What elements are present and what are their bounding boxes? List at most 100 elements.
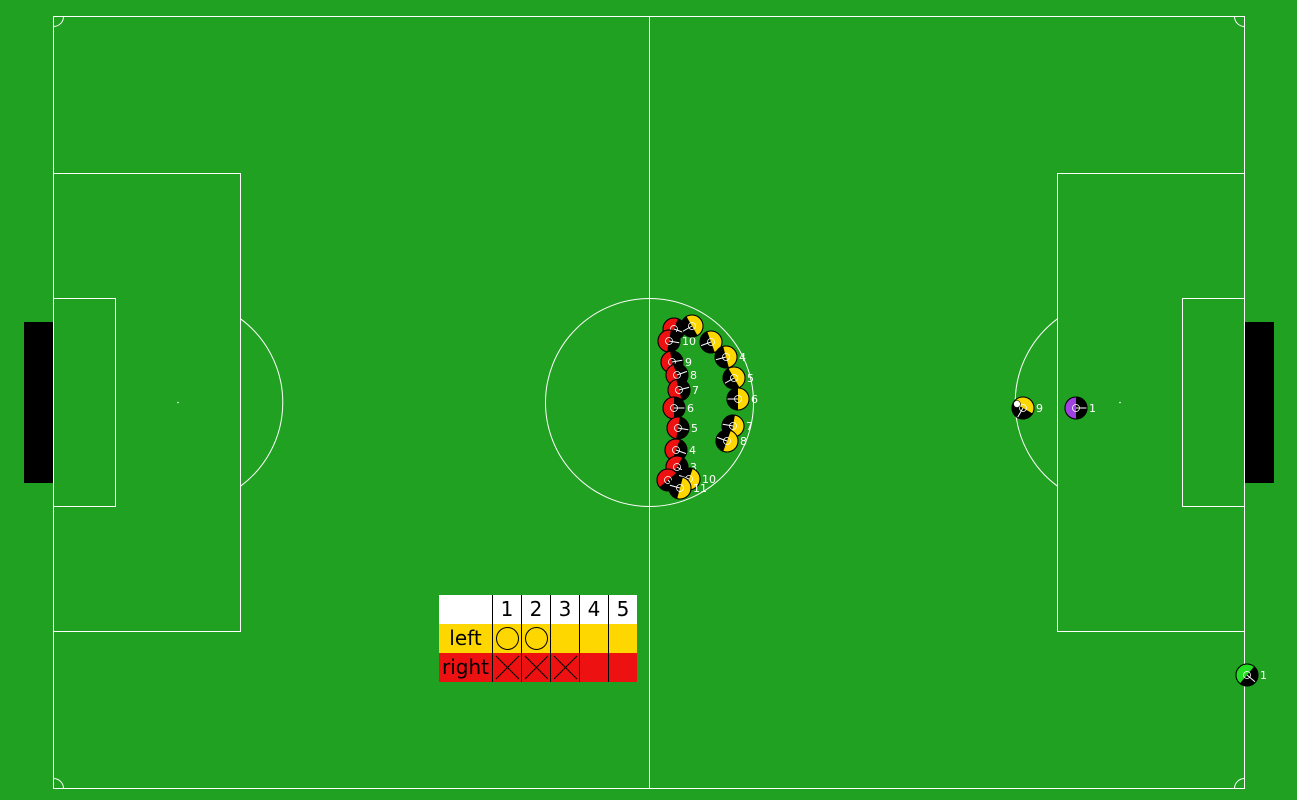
player-facing-line bbox=[715, 356, 727, 361]
player-core bbox=[1019, 404, 1027, 412]
player-goalie-1[interactable]: 1 bbox=[1064, 396, 1096, 420]
player-facing-line bbox=[1017, 407, 1024, 418]
player-number-label: 1 bbox=[1089, 402, 1096, 415]
header-cell: 5 bbox=[608, 595, 637, 624]
player-number-label: 7 bbox=[692, 384, 699, 397]
player-team-half bbox=[658, 330, 671, 352]
right-goal bbox=[1245, 322, 1274, 483]
player-team-half bbox=[731, 415, 744, 437]
player-team-half bbox=[668, 379, 682, 401]
player-facing-line bbox=[678, 474, 690, 480]
header-cell: 3 bbox=[550, 595, 579, 624]
player-team-half bbox=[1236, 664, 1255, 684]
penalty-scoreboard: 1 2 3 4 5 left right bbox=[439, 595, 637, 682]
right-team-label: right bbox=[439, 653, 492, 682]
penalty-left-row: left bbox=[439, 624, 637, 653]
player-left-3[interactable] bbox=[699, 330, 723, 354]
right-kick-1 bbox=[492, 653, 521, 682]
player-core bbox=[707, 338, 715, 346]
field-lines bbox=[53, 16, 1245, 789]
player-facing-line bbox=[722, 423, 734, 427]
player-number-label: 4 bbox=[689, 444, 696, 457]
player-core bbox=[673, 371, 681, 379]
player-left-2[interactable] bbox=[680, 314, 704, 338]
right-kick-4 bbox=[579, 653, 608, 682]
left-penalty-spot bbox=[177, 401, 179, 404]
header-corner bbox=[439, 595, 492, 624]
player-facing-line bbox=[682, 325, 693, 332]
player-facing-line bbox=[669, 484, 681, 489]
player-left-8[interactable]: 8 bbox=[715, 429, 747, 453]
left-team-label: left bbox=[439, 624, 492, 653]
player-core bbox=[665, 337, 673, 345]
player-team-half bbox=[677, 477, 691, 499]
player-number-label: 6 bbox=[751, 393, 758, 406]
player-facing-line bbox=[724, 377, 735, 384]
player-team-half bbox=[667, 417, 680, 439]
player-number-label: 10 bbox=[682, 335, 696, 348]
player-core bbox=[675, 386, 683, 394]
player-number-label: 10 bbox=[702, 473, 716, 486]
player-left-6[interactable]: 6 bbox=[726, 387, 758, 411]
header-cell: 2 bbox=[521, 595, 550, 624]
left-kick-1 bbox=[492, 624, 521, 653]
player-left-4[interactable]: 4 bbox=[714, 345, 746, 369]
player-facing-line bbox=[675, 449, 687, 455]
left-kick-3 bbox=[550, 624, 579, 653]
player-team-half bbox=[728, 367, 745, 388]
player-core bbox=[676, 484, 684, 492]
penalty-header-row: 1 2 3 4 5 bbox=[439, 595, 637, 624]
goal-mark bbox=[496, 627, 519, 650]
player-offfield-1[interactable]: 1 bbox=[1235, 663, 1267, 687]
player-core bbox=[722, 353, 730, 361]
player-core bbox=[730, 374, 738, 382]
left-kick-4 bbox=[579, 624, 608, 653]
corner-arc-tl bbox=[53, 16, 64, 27]
ball bbox=[1013, 400, 1021, 408]
player-right-4[interactable]: 4 bbox=[664, 438, 696, 462]
right-goal-box bbox=[1182, 298, 1245, 507]
corner-arc-tr bbox=[1234, 16, 1245, 27]
player-number-label: 1 bbox=[1260, 669, 1267, 682]
player-core bbox=[674, 424, 682, 432]
player-number-label: 7 bbox=[746, 420, 753, 433]
player-right-10[interactable]: 10 bbox=[657, 329, 696, 353]
player-core bbox=[1243, 671, 1251, 679]
player-facing-line bbox=[671, 359, 683, 363]
player-number-label: 4 bbox=[739, 351, 746, 364]
player-left-11[interactable]: 11 bbox=[668, 476, 707, 500]
player-team-half bbox=[663, 397, 674, 419]
header-cell: 1 bbox=[492, 595, 521, 624]
center-circle bbox=[545, 298, 754, 507]
player-team-half bbox=[738, 388, 749, 410]
player-facing-line bbox=[700, 341, 712, 347]
player-team-half bbox=[723, 346, 737, 368]
player-facing-line bbox=[676, 370, 688, 376]
right-kick-3 bbox=[550, 653, 579, 682]
right-kick-5 bbox=[608, 653, 637, 682]
right-kick-2 bbox=[521, 653, 550, 682]
player-core bbox=[673, 463, 681, 471]
player-team-half bbox=[657, 469, 677, 488]
player-number-label: 8 bbox=[690, 369, 697, 382]
player-team-half bbox=[1065, 397, 1076, 419]
player-number-label: 9 bbox=[685, 356, 692, 369]
player-core bbox=[664, 476, 672, 484]
corner-arc-br bbox=[1234, 778, 1245, 789]
left-goal-box bbox=[53, 298, 116, 507]
left-penalty-arc bbox=[240, 318, 284, 487]
player-number-label: 6 bbox=[687, 402, 694, 415]
right-penalty-spot bbox=[1119, 401, 1121, 404]
player-number-label: 3 bbox=[690, 461, 697, 474]
player-core bbox=[729, 422, 737, 430]
player-core bbox=[688, 322, 696, 330]
player-team-half bbox=[686, 315, 703, 336]
players-layer: 11109876543456781011911 bbox=[656, 314, 1267, 687]
miss-mark bbox=[553, 655, 578, 680]
miss-mark bbox=[495, 655, 520, 680]
player-facing-line bbox=[668, 340, 680, 344]
penalty-right-row: right bbox=[439, 653, 637, 682]
player-number-label: 9 bbox=[1036, 402, 1043, 415]
